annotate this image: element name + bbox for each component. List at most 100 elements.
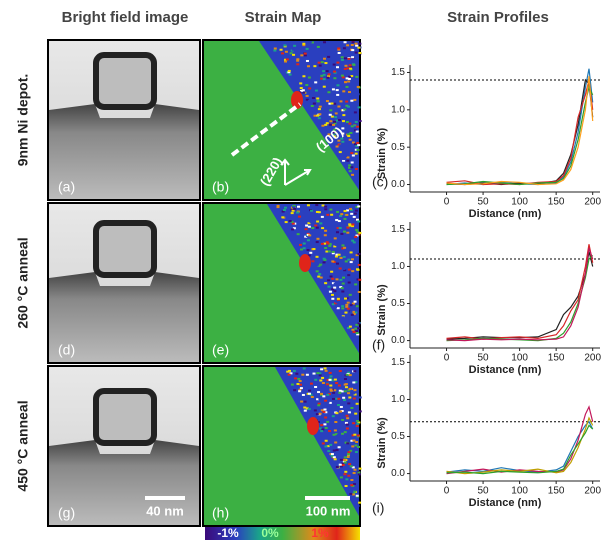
- strain-speckle: [353, 124, 356, 126]
- strain-speckle: [317, 404, 320, 406]
- strain-speckle: [353, 397, 356, 399]
- scale-bar: [305, 496, 350, 500]
- strain-speckle: [333, 434, 336, 436]
- strain-speckle: [296, 211, 299, 213]
- strain-speckle: [351, 329, 354, 331]
- strain-speckle: [307, 239, 310, 241]
- strain-speckle: [336, 466, 339, 468]
- strain-speckle: [350, 100, 353, 102]
- strain-speckle: [355, 229, 358, 231]
- strain-speckle: [335, 412, 338, 414]
- strain-speckle: [329, 375, 332, 377]
- strain-speckle: [347, 392, 350, 394]
- strain-speckle: [342, 283, 345, 285]
- strain-speckle: [353, 241, 356, 243]
- strain-speckle: [337, 434, 340, 436]
- strain-speckle: [354, 213, 357, 215]
- strain-speckle: [293, 45, 296, 47]
- strain-speckle: [340, 476, 343, 478]
- strain-speckle: [348, 282, 351, 284]
- strain-speckle: [337, 298, 340, 300]
- strain-speckle: [316, 372, 319, 374]
- strain-speckle: [293, 370, 296, 372]
- strain-speckle: [323, 41, 326, 43]
- strain-speckle: [345, 260, 348, 262]
- strain-speckle: [353, 409, 356, 411]
- strain-speckle: [344, 471, 347, 473]
- strain-speckle: [346, 442, 349, 444]
- strain-speckle: [327, 450, 330, 452]
- x-axis-label: Distance (nm): [469, 364, 542, 376]
- strain-speckle: [343, 247, 346, 249]
- strain-speckle: [315, 204, 318, 206]
- strain-speckle: [274, 47, 277, 49]
- strain-speckle: [336, 449, 339, 451]
- strain-speckle: [347, 302, 350, 304]
- strain-speckle: [336, 231, 339, 233]
- strain-speckle: [276, 206, 279, 208]
- strain-speckle: [357, 472, 360, 474]
- strain-speckle: [319, 264, 322, 266]
- strain-speckle: [351, 240, 354, 242]
- strain-speckle: [336, 94, 339, 96]
- strain-speckle: [344, 390, 347, 392]
- strain-speckle: [316, 270, 319, 272]
- strain-speckle: [306, 60, 309, 62]
- strain-speckle: [307, 249, 310, 251]
- strain-speckle: [358, 279, 361, 281]
- strain-speckle: [336, 84, 339, 86]
- strain-speckle: [314, 386, 317, 388]
- strain-speckle: [334, 458, 337, 460]
- strain-speckle: [289, 220, 292, 222]
- strain-speckle: [341, 127, 344, 129]
- strain-speckle: [324, 230, 327, 232]
- strain-speckle: [342, 76, 345, 78]
- strain-speckle: [345, 485, 348, 487]
- strain-speckle: [346, 415, 349, 417]
- strain-speckle: [338, 446, 341, 448]
- strain-speckle: [352, 422, 355, 424]
- strain-hotspot: [307, 417, 319, 435]
- strain-speckle: [334, 421, 337, 423]
- strain-speckle: [295, 83, 298, 85]
- profile-line: [447, 407, 593, 474]
- strain-speckle: [289, 74, 292, 76]
- strain-speckle: [350, 251, 353, 253]
- strain-speckle: [325, 370, 328, 372]
- strain-speckle: [341, 433, 344, 435]
- colorbar-label: 1%: [311, 526, 329, 540]
- strain-speckle: [341, 305, 344, 307]
- strain-speckle: [298, 390, 301, 392]
- strain-speckle: [320, 424, 323, 426]
- strain-speckle: [330, 275, 333, 277]
- strain-speckle: [330, 214, 333, 216]
- strain-speckle: [359, 396, 362, 398]
- strain-speckle: [339, 100, 342, 102]
- strain-speckle: [337, 398, 340, 400]
- strain-speckle: [346, 374, 349, 376]
- strain-speckle: [329, 120, 332, 122]
- strain-speckle: [318, 271, 321, 273]
- strain-speckle: [317, 46, 320, 48]
- strain-speckle: [353, 472, 356, 474]
- strain-speckle: [326, 388, 329, 390]
- panel-label: (e): [212, 342, 229, 358]
- strain-speckle: [337, 307, 340, 309]
- strain-speckle: [318, 273, 321, 275]
- row-label: 9nm Ni depot.: [15, 74, 31, 167]
- strain-speckle: [324, 247, 327, 249]
- strain-speckle: [308, 77, 311, 79]
- strain-speckle: [350, 152, 353, 154]
- strain-speckle: [323, 409, 326, 411]
- strain-speckle: [324, 124, 327, 126]
- strain-speckle: [335, 244, 338, 246]
- strain-speckle: [278, 46, 281, 48]
- strain-speckle: [339, 464, 342, 466]
- strain-speckle: [321, 56, 324, 58]
- strain-speckle: [348, 463, 351, 465]
- strain-speckle: [283, 44, 286, 46]
- strain-speckle: [345, 306, 348, 308]
- strain-speckle: [285, 221, 288, 223]
- strain-speckle: [299, 82, 302, 84]
- row-label: 450 °C anneal: [15, 400, 31, 491]
